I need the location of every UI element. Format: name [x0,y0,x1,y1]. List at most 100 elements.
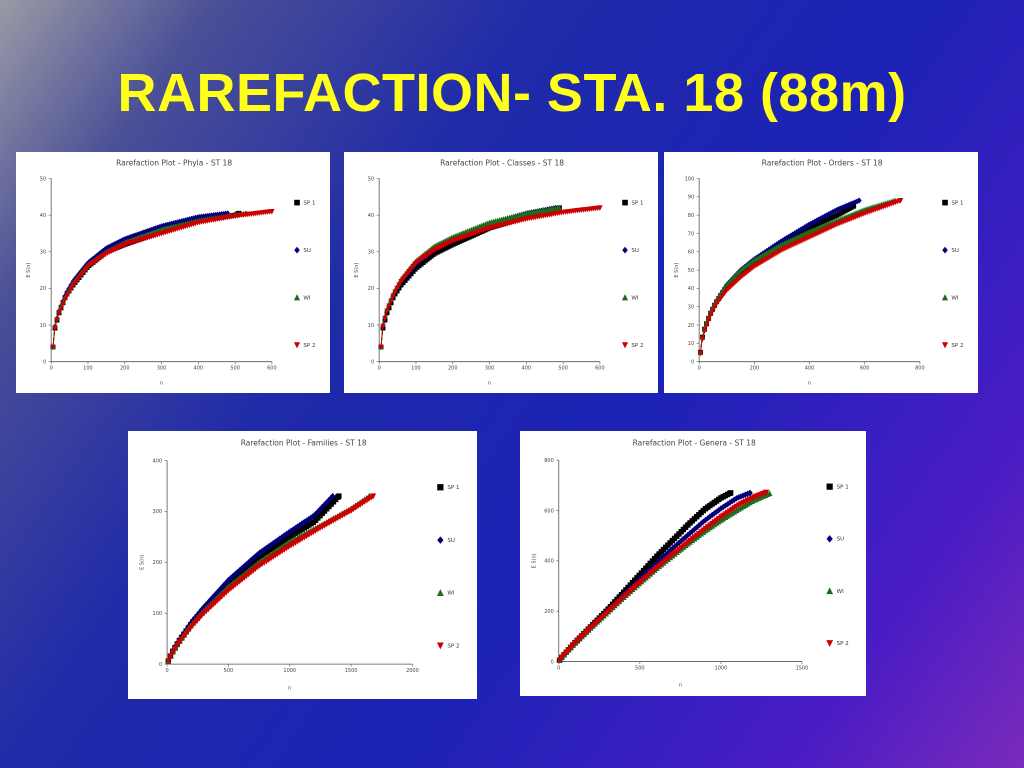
y-tick-label: 20 [40,286,46,292]
data-point [832,207,838,214]
y-axis-label: E S(n) [140,555,146,570]
legend-item: SP 2 [621,342,643,349]
x-tick-label: 1000 [715,666,728,672]
legend-label: SP 2 [951,343,963,349]
y-tick-label: 50 [368,176,374,182]
y-tick-label: 40 [40,213,46,219]
y-tick-label: 90 [688,195,694,201]
data-point [820,214,826,221]
x-tick-label: 1500 [345,668,358,674]
rarefaction-chart-svg: Rarefaction Plot - Orders - ST 180 200 400… [674,158,963,386]
data-point [382,315,388,322]
legend-label: SP 1 [303,200,315,206]
data-point [60,301,66,307]
chart-title: Rarefaction Plot - Families - ST 18 [241,439,367,448]
x-tick-label: 600 [267,366,277,372]
data-point [678,537,684,545]
data-point [219,584,225,591]
legend-label: SU [303,248,311,254]
legend-label: WI [303,295,310,301]
data-point [310,512,317,520]
legend-item: SP 2 [436,642,459,649]
legend-marker [293,294,301,301]
data-point [142,228,148,235]
y-tick-label: 200 [544,609,554,615]
data-point [852,199,858,206]
legend-marker [293,342,301,349]
legend-label: WI [951,295,958,301]
rarefaction-chart-svg: Rarefaction Plot - Classes - ST 180 100 20… [354,158,643,387]
legend-item: WI [621,294,639,301]
legend-item: WI [826,587,844,595]
data-point [727,490,734,496]
data-point [146,227,152,234]
data-point [380,323,386,330]
legend-label: SP 1 [837,484,849,490]
data-point [856,197,862,204]
data-point [243,561,250,568]
data-point [703,323,710,329]
data-point [272,538,279,546]
x-tick-label: 200 [448,366,458,372]
data-point [897,198,904,204]
series-line [167,495,370,662]
data-point [336,493,342,499]
data-point [269,209,275,215]
legend-label: SP 1 [447,485,459,491]
legend-marker [942,199,948,206]
data-point [148,226,154,233]
data-point [840,204,846,211]
series-wi [556,490,773,663]
x-tick-label: 400 [522,366,532,372]
data-point [786,233,792,240]
data-point [747,489,753,497]
legend-item: SP 1 [437,484,459,491]
data-point [384,308,390,314]
data-point [778,238,784,245]
legend-item: SP 1 [294,199,315,206]
chart-orders-panel: Rarefaction Plot - Orders - ST 18 0 200 400… [664,152,978,393]
x-tick-label: 600 [860,366,870,372]
series-line [167,495,374,662]
legend-marker [294,246,300,254]
legend-item: WI [941,294,959,301]
legend-marker [621,342,629,349]
y-tick-label: 800 [544,458,554,464]
data-point [169,649,176,656]
series-sp-1 [165,493,342,664]
legend-label: SP 1 [631,200,643,206]
data-point [225,576,232,584]
legend-marker [622,199,628,206]
y-tick-label: 20 [368,286,374,292]
series-line [559,491,767,661]
data-point [392,289,398,295]
y-tick-label: 60 [688,250,694,256]
x-tick-label: 0 [698,366,701,372]
legend-marker [941,342,949,349]
legend-label: SP 2 [303,343,315,349]
data-point [265,543,272,550]
data-point [130,233,136,239]
chart-families-panel: Rarefaction Plot - Families - ST 18 0 500 1… [128,431,477,699]
x-axis-label: n [488,381,491,387]
data-point [735,494,742,501]
data-point [62,296,68,303]
x-tick-label: 200 [120,366,130,372]
legend-item: SU [942,246,959,254]
legend-label: SP 2 [447,643,459,649]
y-axis-label: E S(n) [674,263,680,278]
data-point [394,285,400,292]
series-sp-2 [50,209,275,350]
y-tick-label: 300 [153,509,163,515]
y-tick-label: 0 [551,659,554,665]
legend-label: SU [837,537,845,543]
y-tick-label: 600 [544,508,554,514]
legend-marker [622,246,628,254]
data-point [388,298,394,304]
y-tick-label: 20 [688,323,694,329]
chart-title: Rarefaction Plot - Phyla - ST 18 [116,158,232,167]
legend-item: WI [293,294,311,301]
data-point [848,200,854,207]
data-point [711,510,718,517]
y-tick-label: 10 [688,341,694,347]
